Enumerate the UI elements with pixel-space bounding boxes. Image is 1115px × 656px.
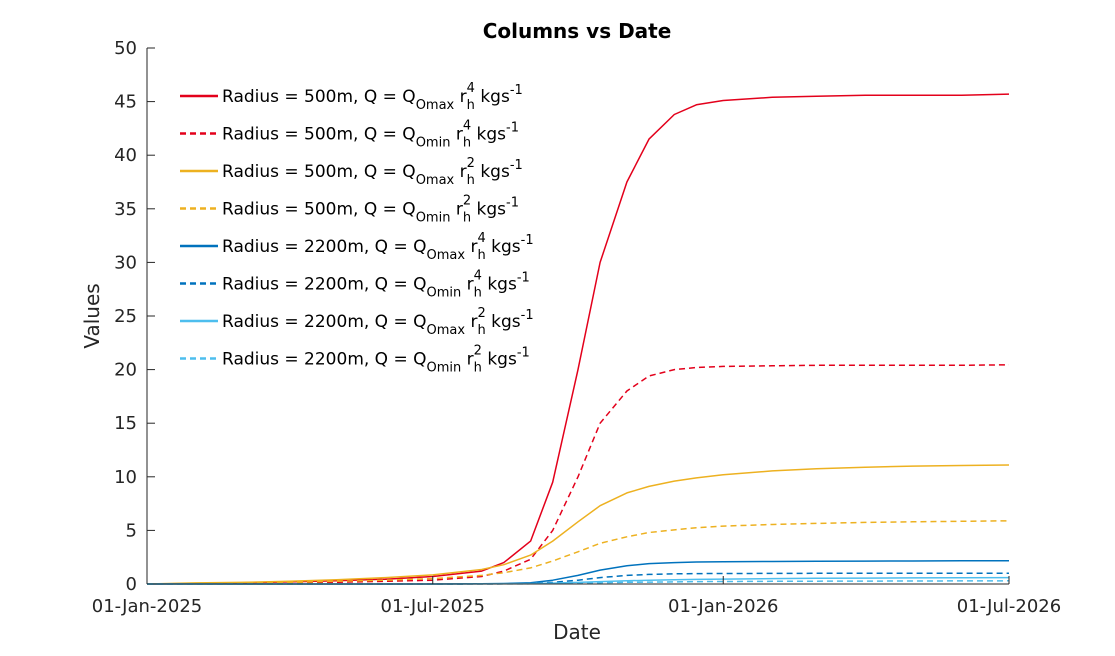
y-tick-label: 0 [126,574,137,595]
y-axis-label: Values [80,283,104,348]
legend: Radius = 500m, Q = QOmax r4 h kgs-1 Radius… [180,81,534,376]
y-tick-label: 45 [114,92,137,113]
legend-entry-7: Radius = 2200m, Q = QOmax r2 h kgs-1 [180,306,534,338]
chart-title: Columns vs Date [483,19,672,43]
legend-entry-8: Radius = 2200m, Q = QOmin r2 h kgs-1 [180,344,530,376]
y-tick-label: 25 [114,306,137,327]
legend-entry-1: Radius = 500m, Q = QOmax r4 h kgs-1 [180,81,523,113]
legend-label: Radius = 2200m, Q = QOmin r2 h kgs-1 [222,344,530,376]
legend-label: Radius = 500m, Q = QOmin r2 h kgs-1 [222,194,519,226]
y-tick-label: 5 [126,520,137,541]
y-tick-label: 50 [114,38,137,59]
series-line-2 [146,364,1010,585]
y-tick-label: 15 [114,413,137,434]
legend-label: Radius = 2200m, Q = QOmax r2 h kgs-1 [222,306,534,338]
legend-entry-6: Radius = 2200m, Q = QOmin r4 h kgs-1 [180,269,530,301]
x-tick-label: 01-Jul-2025 [381,596,485,617]
legend-entry-2: Radius = 500m, Q = QOmin r4 h kgs-1 [180,119,519,151]
legend-label: Radius = 500m, Q = QOmax r4 h kgs-1 [222,81,523,113]
y-tick-label: 40 [114,145,137,166]
series-line-3 [146,464,1010,585]
y-tick-label: 30 [114,252,137,273]
y-tick-label: 20 [114,360,137,381]
x-axis-label: Date [553,620,601,644]
legend-entry-4: Radius = 500m, Q = QOmin r2 h kgs-1 [180,194,519,226]
x-tick-label: 01-Jul-2026 [957,596,1061,617]
legend-label: Radius = 500m, Q = QOmax r2 h kgs-1 [222,156,523,188]
legend-label: Radius = 500m, Q = QOmin r4 h kgs-1 [222,119,519,151]
y-tick-label: 10 [114,467,137,488]
y-tick-label: 35 [114,199,137,220]
legend-entry-3: Radius = 500m, Q = QOmax r2 h kgs-1 [180,156,523,188]
legend-label: Radius = 2200m, Q = QOmin r4 h kgs-1 [222,269,530,301]
plot-area: 0 5 10 15 20 25 30 35 40 45 50 01-Jan-2025 01-Jul-20… [92,38,1061,617]
x-tick-label: 01-Jan-2026 [668,596,778,617]
legend-label: Radius = 2200m, Q = QOmax r4 h kgs-1 [222,231,534,263]
series-line-4 [146,520,1010,585]
legend-entry-5: Radius = 2200m, Q = QOmax r4 h kgs-1 [180,231,534,263]
x-tick-label: 01-Jan-2025 [92,596,202,617]
